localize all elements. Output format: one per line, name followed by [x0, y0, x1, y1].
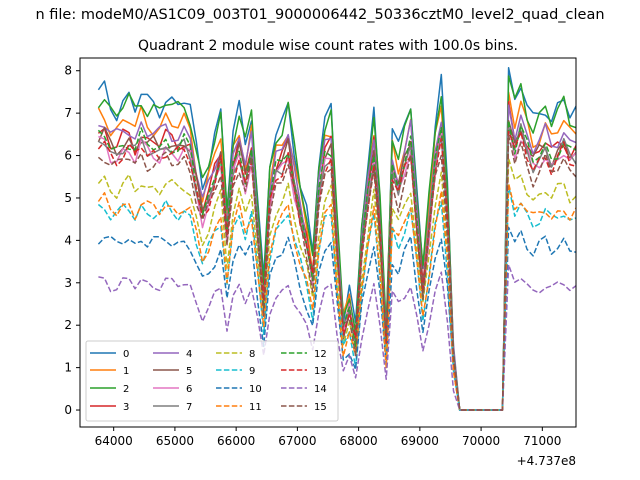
y-tick-label: 7 [64, 106, 72, 120]
x-tick-label: 64000 [95, 434, 133, 448]
series-line-14 [98, 263, 576, 411]
y-axis: 0 1 2 3 4 5 6 7 8 [64, 64, 80, 417]
series-line-10 [97, 226, 576, 411]
y-tick-label: 1 [64, 361, 72, 375]
series-layer [97, 67, 576, 411]
x-tick-label: 69000 [401, 434, 439, 448]
y-tick-label: 3 [64, 276, 72, 290]
x-tick-label: 68000 [340, 434, 378, 448]
y-tick-label: 5 [64, 191, 72, 205]
x-axis: 64000 65000 66000 67000 68000 69000 70000 71000 [95, 427, 561, 448]
legend-frame [85, 340, 339, 422]
legend-label-3: 3 [123, 402, 129, 413]
legend-label-1: 1 [123, 366, 129, 377]
y-tick-label: 4 [64, 233, 72, 247]
series-line-13 [97, 130, 576, 411]
legend-label-12: 12 [314, 349, 327, 360]
legend-label-15: 15 [314, 402, 327, 413]
legend-label-4: 4 [186, 349, 192, 360]
plot-frame [79, 57, 577, 428]
legend-label-11: 11 [249, 402, 262, 413]
y-tick-label: 2 [64, 318, 72, 332]
series-line-11 [97, 182, 576, 411]
legend-label-13: 13 [314, 366, 327, 377]
x-tick-label: 71000 [523, 434, 561, 448]
legend-label-14: 14 [314, 384, 327, 395]
series-line-2 [97, 75, 576, 411]
x-tick-label: 66000 [217, 434, 255, 448]
x-tick-label: 70000 [462, 434, 500, 448]
legend-label-10: 10 [249, 384, 262, 395]
legend-label-8: 8 [249, 349, 255, 360]
y-tick-label: 0 [64, 403, 72, 417]
legend-label-9: 9 [249, 366, 255, 377]
x-tick-label: 65000 [156, 434, 194, 448]
chart-title: Quadrant 2 module wise count rates with … [138, 38, 518, 54]
x-tick-label: 67000 [278, 434, 316, 448]
x-offset-label: +4.737e8 [517, 454, 576, 468]
legend-label-2: 2 [123, 384, 129, 395]
legend-label-0: 0 [123, 349, 129, 360]
legend-label-5: 5 [186, 366, 192, 377]
series-line-15 [97, 134, 576, 411]
y-tick-label: 8 [64, 64, 72, 78]
y-tick-label: 6 [64, 149, 72, 163]
suptitle: n file: modeM0/AS1C09_003T01_9000006442_… [35, 7, 604, 23]
legend-label-6: 6 [186, 384, 192, 395]
legend-label-7: 7 [186, 402, 192, 413]
